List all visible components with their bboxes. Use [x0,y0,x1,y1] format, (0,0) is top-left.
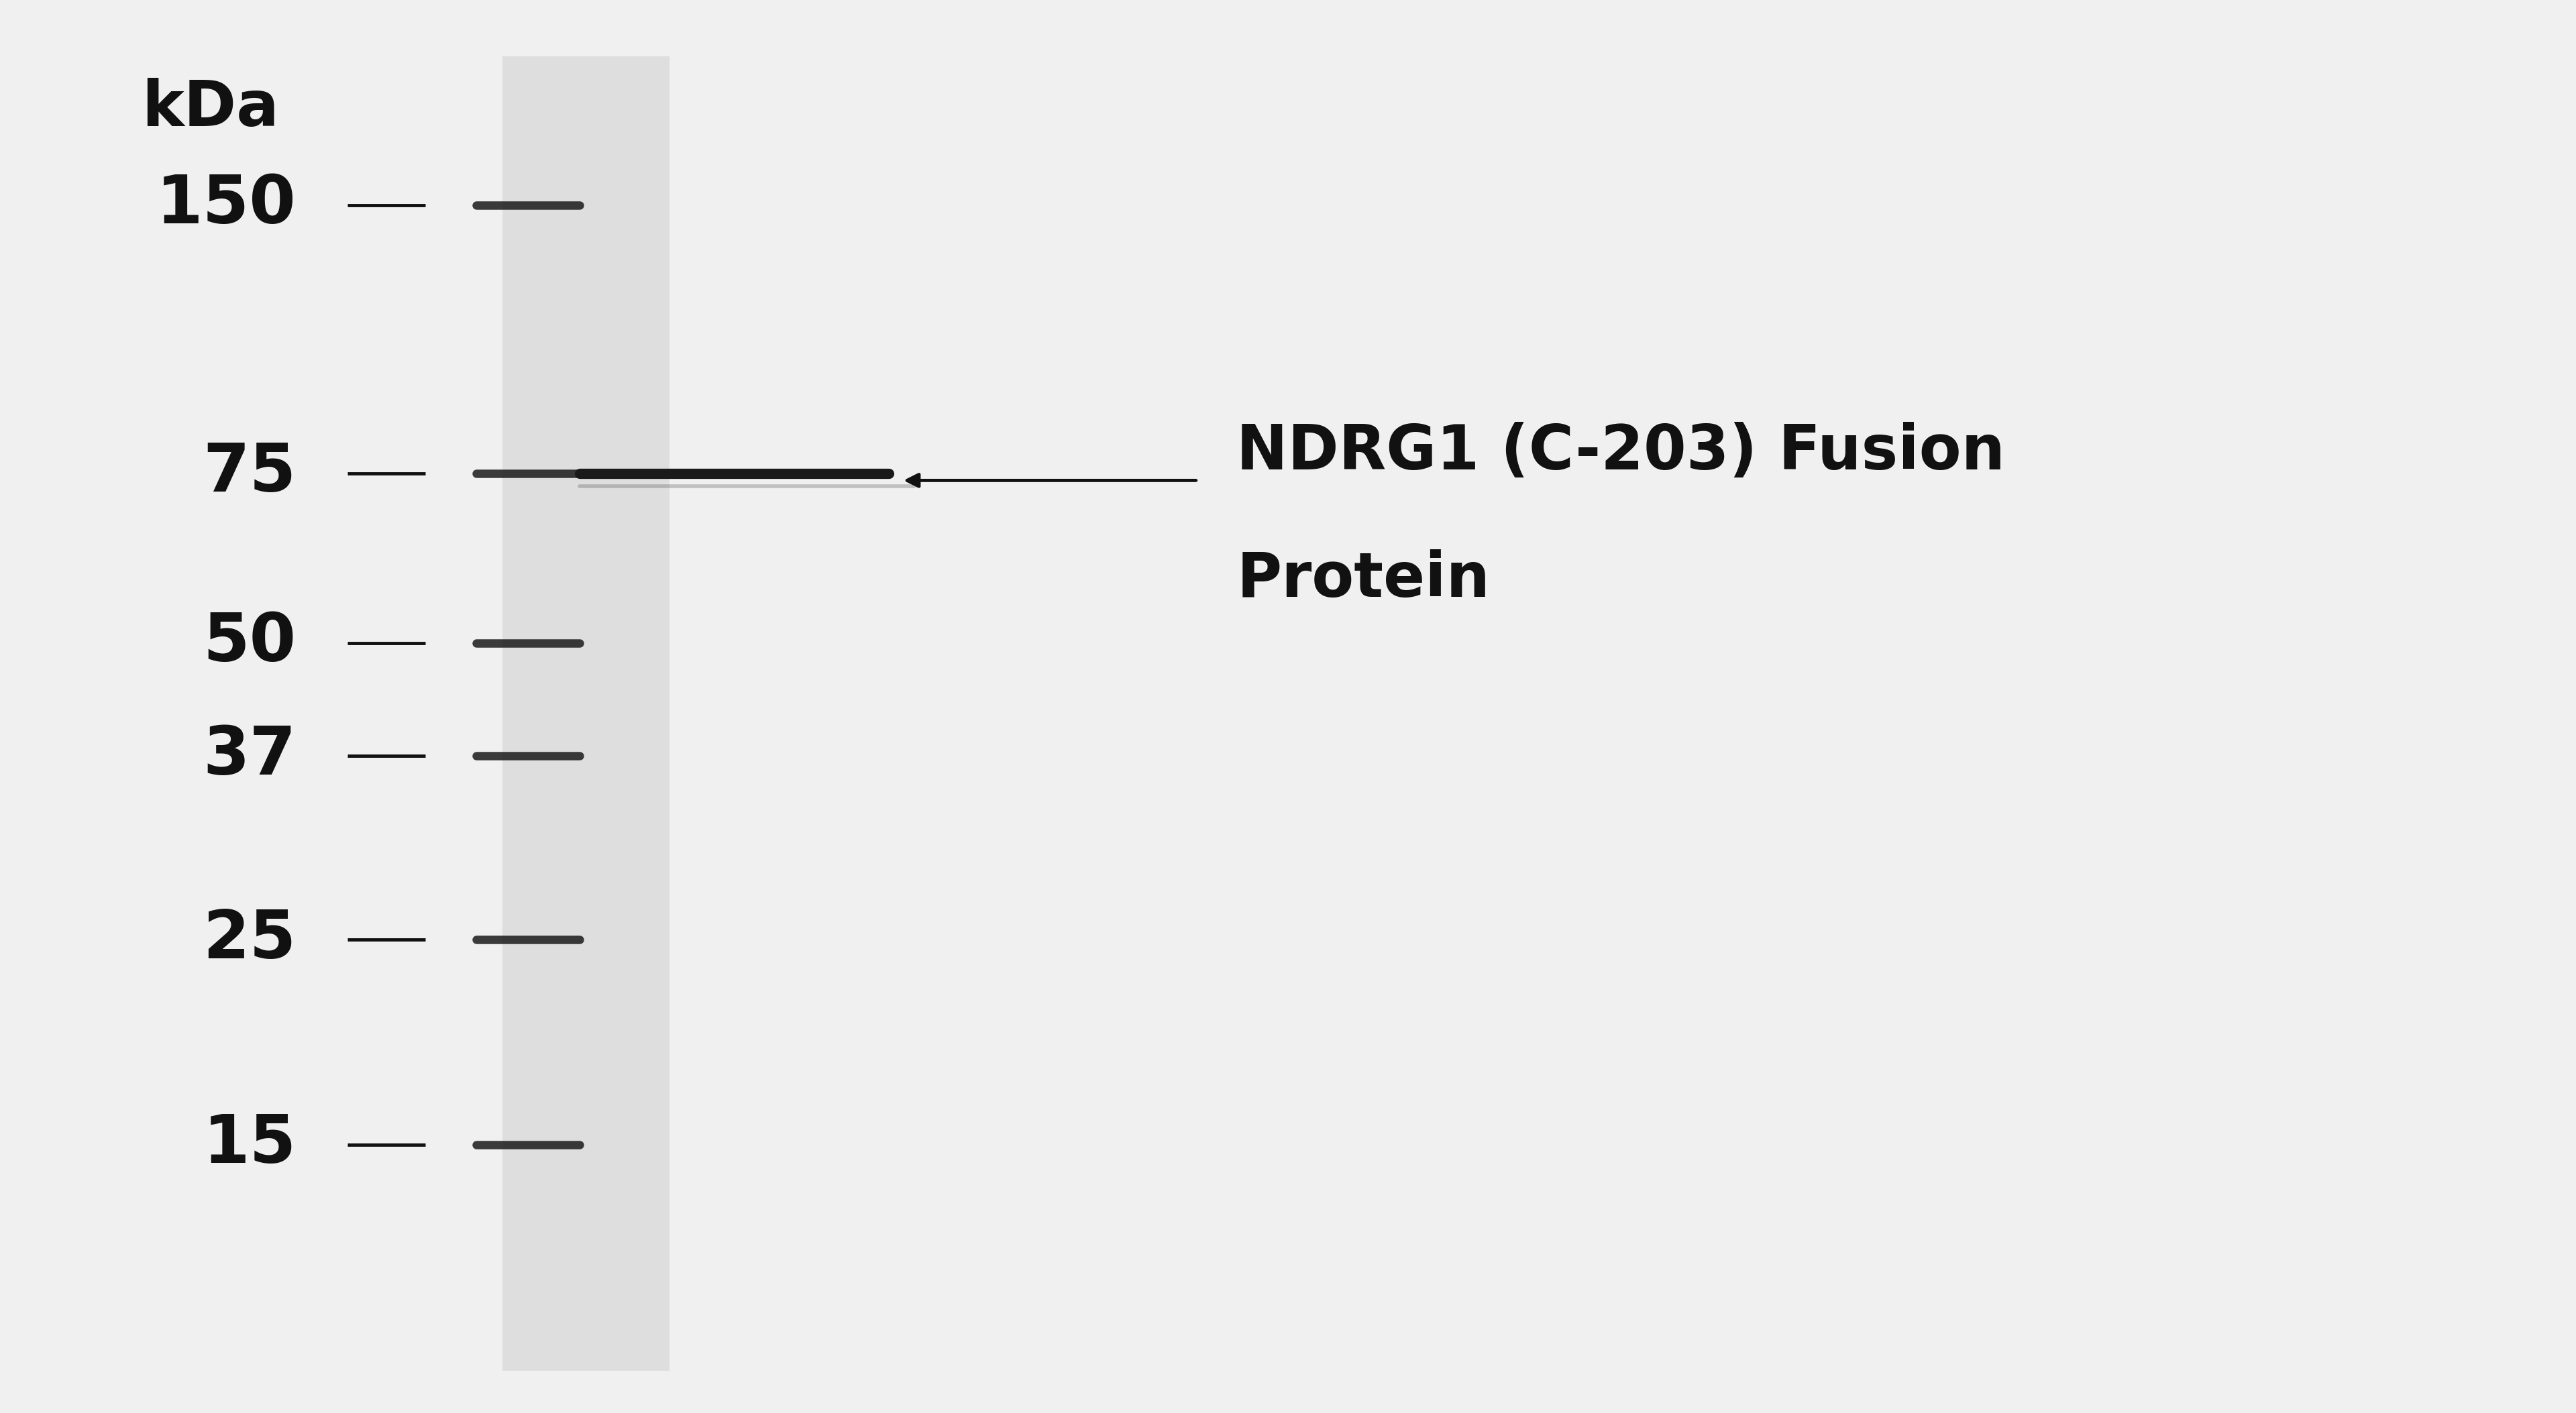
Text: 15: 15 [204,1112,296,1177]
Text: 37: 37 [204,723,296,788]
Text: Protein: Protein [1236,550,1489,609]
Text: 150: 150 [157,172,296,237]
Text: 75: 75 [204,441,296,506]
Text: NDRG1 (C-203) Fusion: NDRG1 (C-203) Fusion [1236,422,2004,482]
Text: kDa: kDa [142,78,278,140]
Bar [502,57,670,1371]
Text: 50: 50 [204,610,296,675]
Text: 25: 25 [204,907,296,972]
